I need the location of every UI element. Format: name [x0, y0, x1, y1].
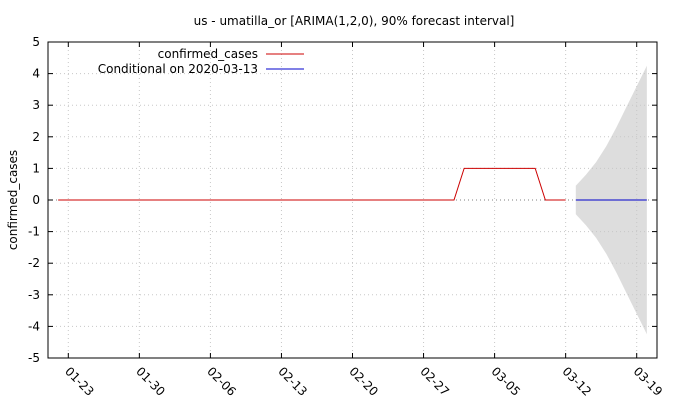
- plot-area: 5 4 3 2 1 0 -1 -2 -3 -4 -5 01-23 01-30 02-06 02-13 02-2…: [28, 35, 665, 399]
- plot-frame: [47, 41, 658, 359]
- legend: confirmed_cases Conditional on 2020-03-1…: [98, 47, 304, 76]
- legend-entry-confirmed-cases: confirmed_cases: [158, 47, 258, 61]
- y-tick-label: 1: [32, 161, 40, 175]
- y-tick-label: -1: [28, 225, 40, 239]
- legend-entry-conditional: Conditional on 2020-03-13: [98, 62, 258, 76]
- chart-title: us - umatilla_or [ARIMA(1,2,0), 90% fore…: [194, 14, 515, 28]
- y-tick-label: 5: [32, 35, 40, 49]
- x-tick-label: 03-19: [631, 364, 666, 399]
- y-tick-label: 4: [32, 67, 40, 81]
- y-tick-label: -2: [28, 256, 40, 270]
- y-tick-label: 2: [32, 130, 40, 144]
- y-tick-label: -3: [28, 288, 40, 302]
- x-tick-label: 03-05: [488, 364, 523, 399]
- x-tick-label: 01-23: [62, 364, 97, 399]
- y-tick-label: 3: [32, 98, 40, 112]
- series-line-confirmed-cases: [58, 167, 566, 201]
- x-tick-label: 02-13: [275, 364, 310, 399]
- x-tick-label: 01-30: [133, 364, 168, 399]
- y-tick-label: 0: [32, 193, 40, 207]
- x-tick-label: 02-20: [346, 364, 381, 399]
- x-tick-label: 02-27: [417, 364, 452, 399]
- y-axis-label: confirmed_cases: [6, 150, 20, 250]
- y-tick-label: -5: [28, 351, 40, 365]
- y-tick-label: -4: [28, 319, 40, 333]
- x-tick-label: 03-12: [560, 364, 595, 399]
- x-tick-label: 02-06: [204, 364, 239, 399]
